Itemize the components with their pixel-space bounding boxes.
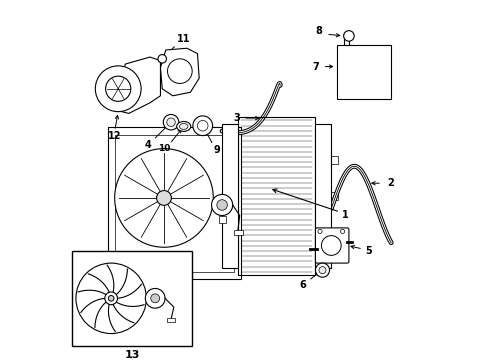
Circle shape bbox=[105, 292, 118, 305]
Circle shape bbox=[318, 229, 322, 234]
Circle shape bbox=[108, 296, 114, 301]
Text: 11: 11 bbox=[176, 35, 190, 44]
Text: 12: 12 bbox=[178, 288, 192, 298]
Text: 12: 12 bbox=[108, 131, 122, 141]
Text: 8: 8 bbox=[316, 26, 322, 36]
Circle shape bbox=[343, 31, 354, 41]
Text: 4: 4 bbox=[145, 140, 151, 150]
Ellipse shape bbox=[179, 123, 188, 129]
Text: 2: 2 bbox=[388, 178, 394, 188]
Bar bbox=[167, 318, 174, 322]
Circle shape bbox=[197, 121, 208, 131]
Polygon shape bbox=[160, 48, 199, 96]
Bar bbox=[222, 124, 238, 269]
Circle shape bbox=[163, 114, 179, 130]
Bar bbox=[238, 117, 316, 275]
Text: 1: 1 bbox=[342, 210, 349, 220]
Bar bbox=[331, 192, 338, 201]
Circle shape bbox=[95, 66, 141, 112]
Circle shape bbox=[341, 229, 344, 234]
Bar bbox=[219, 216, 225, 222]
Circle shape bbox=[168, 59, 192, 84]
Bar bbox=[115, 135, 234, 272]
Circle shape bbox=[193, 116, 213, 136]
Bar bbox=[234, 230, 243, 235]
Circle shape bbox=[146, 288, 165, 308]
Text: 6: 6 bbox=[300, 280, 306, 290]
Circle shape bbox=[212, 194, 233, 216]
Text: 5: 5 bbox=[365, 246, 371, 256]
Bar bbox=[331, 156, 338, 164]
Ellipse shape bbox=[177, 122, 191, 131]
Polygon shape bbox=[115, 57, 160, 113]
Circle shape bbox=[319, 267, 326, 274]
Text: 3: 3 bbox=[233, 113, 240, 123]
Text: 13: 13 bbox=[124, 350, 140, 360]
Circle shape bbox=[106, 76, 131, 102]
FancyBboxPatch shape bbox=[316, 228, 349, 263]
Circle shape bbox=[158, 55, 167, 63]
Bar bbox=[331, 228, 338, 237]
Bar bbox=[316, 124, 331, 269]
Circle shape bbox=[151, 294, 160, 303]
Text: 10: 10 bbox=[158, 144, 171, 153]
Bar bbox=[343, 38, 349, 45]
Circle shape bbox=[157, 190, 172, 205]
Circle shape bbox=[316, 263, 330, 277]
Bar bbox=[73, 251, 192, 346]
Bar bbox=[337, 45, 391, 99]
Bar bbox=[108, 127, 242, 279]
Text: 9: 9 bbox=[214, 145, 220, 155]
Circle shape bbox=[76, 263, 147, 334]
Text: 7: 7 bbox=[312, 62, 319, 72]
Circle shape bbox=[217, 200, 227, 210]
Circle shape bbox=[167, 118, 175, 126]
Circle shape bbox=[115, 149, 213, 247]
Circle shape bbox=[321, 236, 341, 255]
